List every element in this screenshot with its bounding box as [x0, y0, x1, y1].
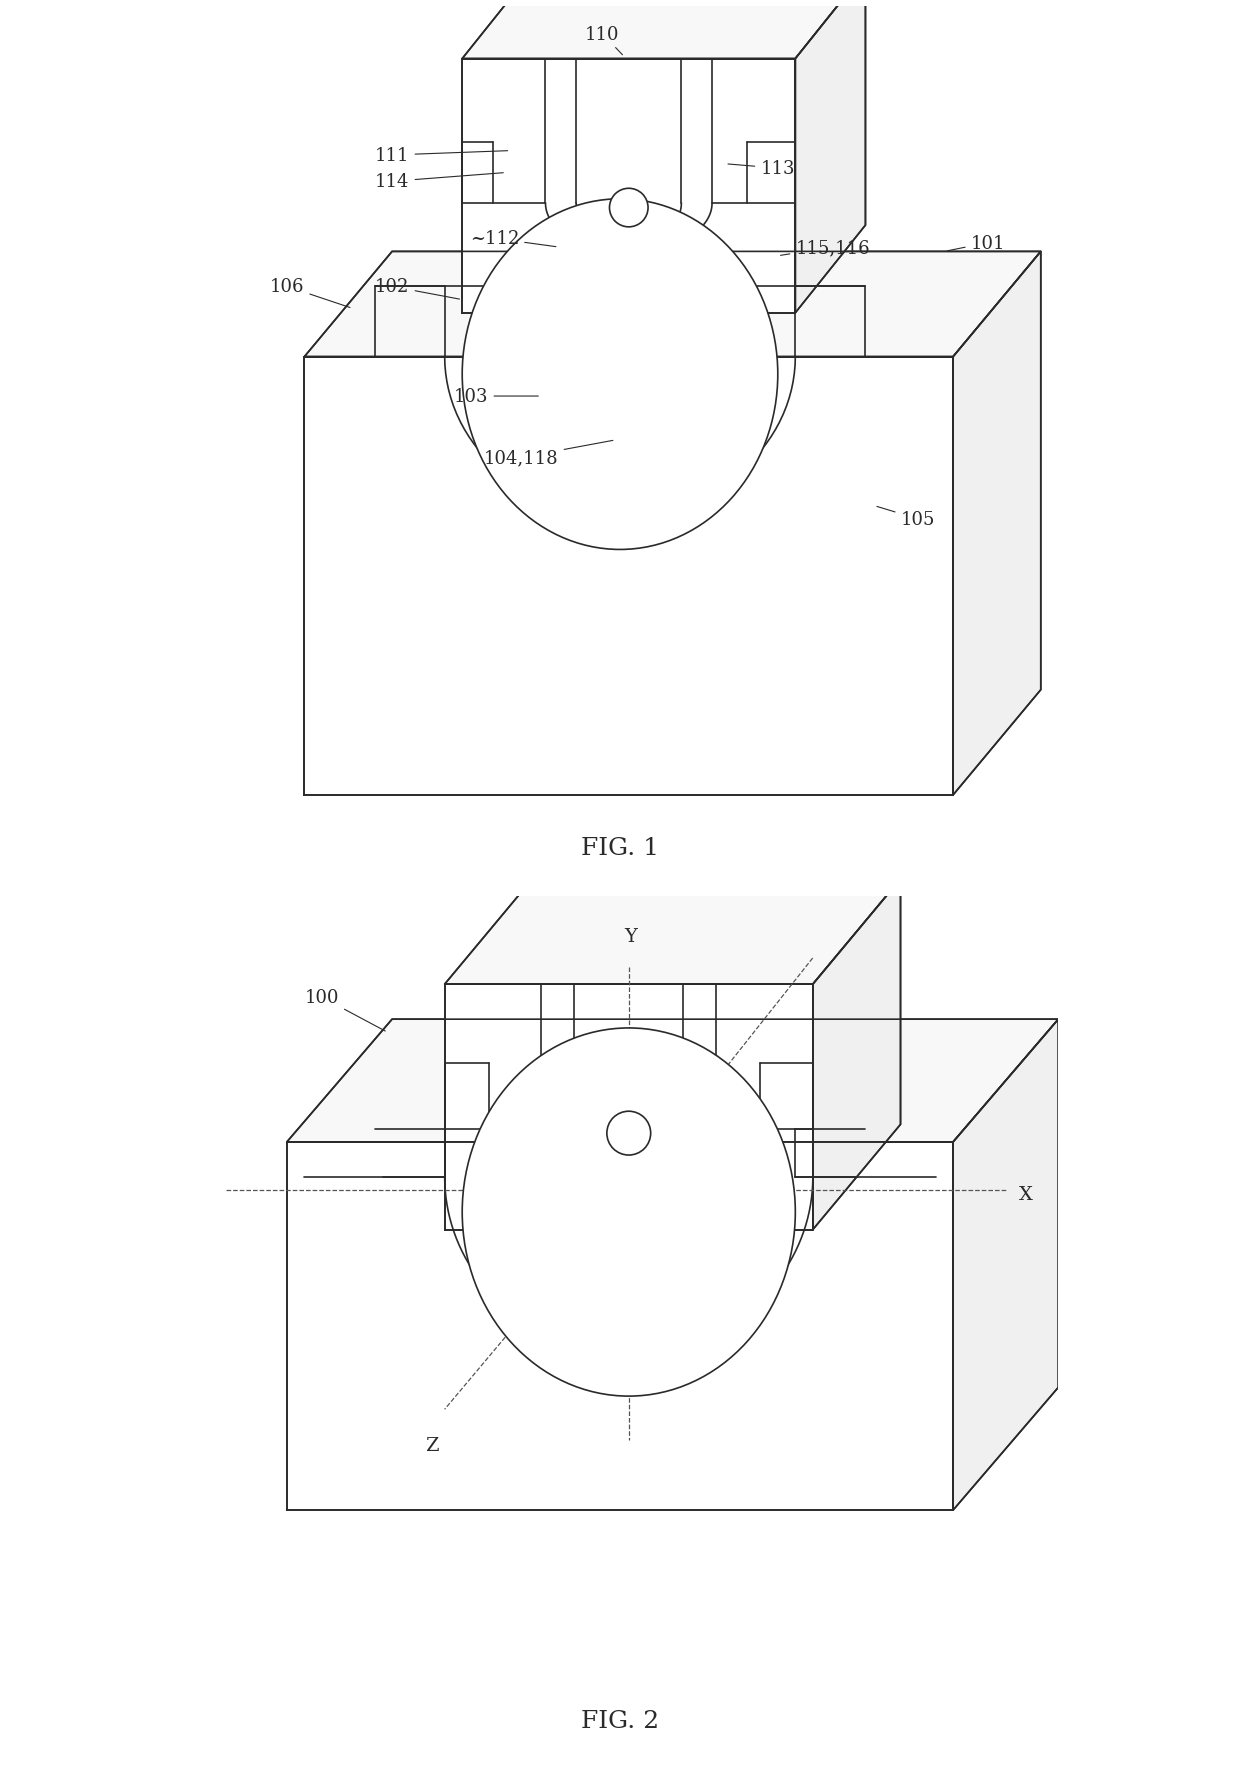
- Text: 100: 100: [305, 988, 386, 1031]
- Text: 111: 111: [376, 148, 507, 166]
- Ellipse shape: [463, 1029, 795, 1396]
- Text: 113: 113: [728, 160, 795, 178]
- Circle shape: [610, 189, 649, 228]
- Text: FIG. 1: FIG. 1: [582, 837, 658, 860]
- Text: X: X: [1019, 1185, 1033, 1203]
- Polygon shape: [286, 1020, 1058, 1143]
- Text: 106: 106: [270, 278, 350, 308]
- Text: 103: 103: [454, 388, 538, 406]
- Text: 115,116: 115,116: [780, 239, 870, 256]
- Text: Z: Z: [425, 1436, 438, 1454]
- Polygon shape: [954, 1020, 1058, 1509]
- Text: 101: 101: [947, 235, 1006, 253]
- Text: 104,118: 104,118: [484, 441, 613, 466]
- Polygon shape: [463, 59, 795, 313]
- Text: Y: Y: [624, 927, 637, 945]
- Ellipse shape: [463, 199, 777, 550]
- Polygon shape: [954, 253, 1040, 796]
- Text: FIG. 2: FIG. 2: [580, 1709, 660, 1732]
- Text: ~112: ~112: [470, 230, 556, 247]
- Polygon shape: [286, 1143, 954, 1509]
- Circle shape: [606, 1111, 651, 1155]
- Text: 114: 114: [376, 173, 503, 190]
- Polygon shape: [463, 0, 866, 59]
- Polygon shape: [305, 253, 1040, 358]
- Text: 102: 102: [376, 278, 460, 299]
- Polygon shape: [795, 0, 866, 313]
- Text: 105: 105: [877, 507, 935, 529]
- Text: 110: 110: [585, 25, 622, 55]
- Polygon shape: [813, 879, 900, 1230]
- Polygon shape: [305, 358, 954, 796]
- Polygon shape: [445, 879, 900, 984]
- Polygon shape: [445, 984, 813, 1230]
